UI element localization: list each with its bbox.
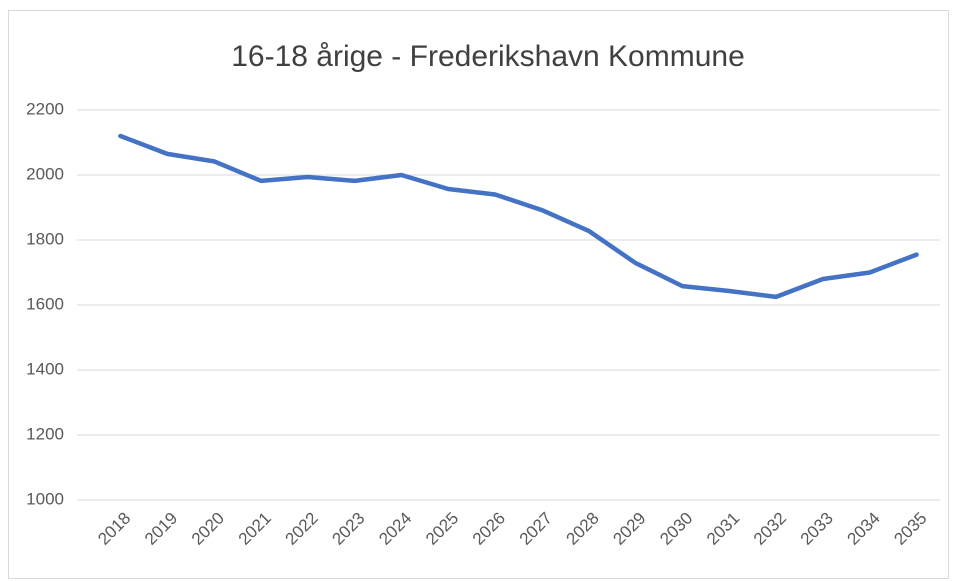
y-tick-label: 1600 <box>26 294 64 313</box>
data-line <box>118 133 919 300</box>
y-tick-label: 1000 <box>26 489 64 508</box>
y-tick-label: 1800 <box>26 229 64 248</box>
y-tick-label: 2200 <box>26 99 64 118</box>
y-tick-label: 1200 <box>26 424 64 443</box>
y-tick-label: 1400 <box>26 359 64 378</box>
y-tick-label: 2000 <box>26 164 64 183</box>
chart-title: 16-18 årige - Frederikshavn Kommune <box>231 40 745 73</box>
chart-frame <box>8 10 949 579</box>
